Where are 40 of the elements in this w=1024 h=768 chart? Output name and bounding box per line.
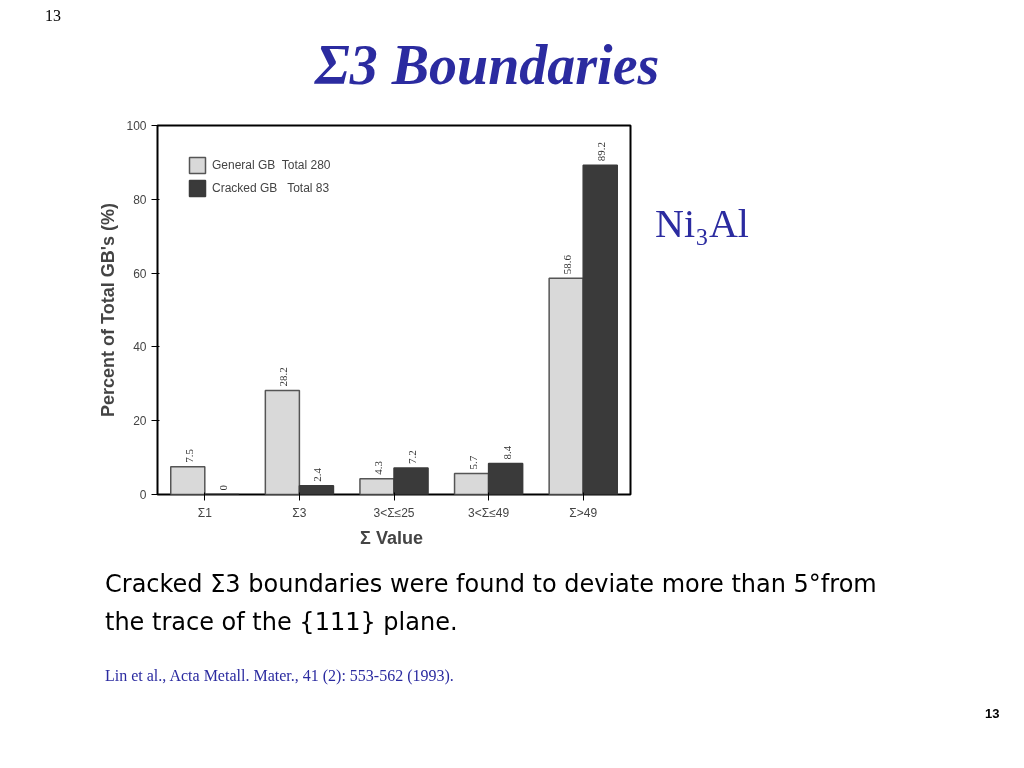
text: Lin et al., Acta Metall. Mater., 41 (2): 553-562 (1993). bbox=[105, 666, 454, 687]
y-axis-title: Percent of Total GB's (%) bbox=[98, 203, 119, 417]
chart-title: Σ3 Boundaries bbox=[315, 33, 660, 98]
data-label: 7.5 bbox=[182, 448, 195, 463]
x-tick-label: Σ1 bbox=[197, 505, 213, 520]
bar bbox=[487, 462, 524, 495]
data-label: 58.6 bbox=[561, 254, 574, 275]
legend-label: General GB Total 280 bbox=[212, 158, 331, 172]
bar bbox=[264, 389, 301, 495]
text: Cracked Σ3 boundaries were found to deviate more than 5°from the trace of the {111} plane. bbox=[105, 569, 878, 639]
bar bbox=[169, 466, 206, 495]
data-label: 0 bbox=[216, 484, 229, 491]
bar bbox=[548, 277, 584, 495]
bar bbox=[393, 467, 429, 495]
bar bbox=[359, 477, 395, 495]
data-label: 89.2 bbox=[595, 142, 608, 162]
data-label: 5.7 bbox=[466, 455, 479, 470]
text: 13 bbox=[985, 705, 1000, 723]
data-label: 28.2 bbox=[277, 367, 290, 387]
bar bbox=[298, 484, 335, 495]
data-label: 2.4 bbox=[311, 467, 324, 482]
text: 13 bbox=[45, 6, 61, 26]
text: Ni₃Al bbox=[655, 200, 749, 248]
data-label: 8.4 bbox=[500, 445, 513, 460]
x-tick-label: Σ3 bbox=[292, 505, 307, 520]
y-tick-label: 80 bbox=[133, 192, 147, 207]
legend-label: Cracked GB Total 83 bbox=[212, 181, 330, 195]
bar bbox=[582, 164, 619, 495]
data-label: 7.2 bbox=[406, 450, 419, 464]
data-label: 4.3 bbox=[371, 460, 384, 475]
y-tick-label: 60 bbox=[133, 266, 147, 281]
y-tick-label: 20 bbox=[133, 414, 147, 429]
y-tick-label: 0 bbox=[139, 488, 147, 502]
x-tick-label: 3<Σ≤49 bbox=[468, 505, 510, 520]
y-tick-label: 40 bbox=[133, 340, 147, 355]
bar bbox=[453, 472, 490, 495]
y-tick-label: 100 bbox=[126, 119, 147, 133]
x-tick-label: 3<Σ≤25 bbox=[373, 505, 415, 520]
x-tick-label: Σ>49 bbox=[569, 505, 598, 520]
x-axis-title: Σ Value bbox=[360, 527, 423, 548]
